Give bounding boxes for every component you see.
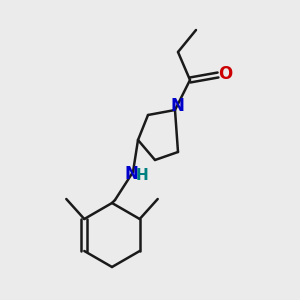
Text: H: H [136, 167, 148, 182]
Text: N: N [170, 97, 184, 115]
Text: O: O [218, 65, 232, 83]
Text: N: N [124, 165, 138, 183]
